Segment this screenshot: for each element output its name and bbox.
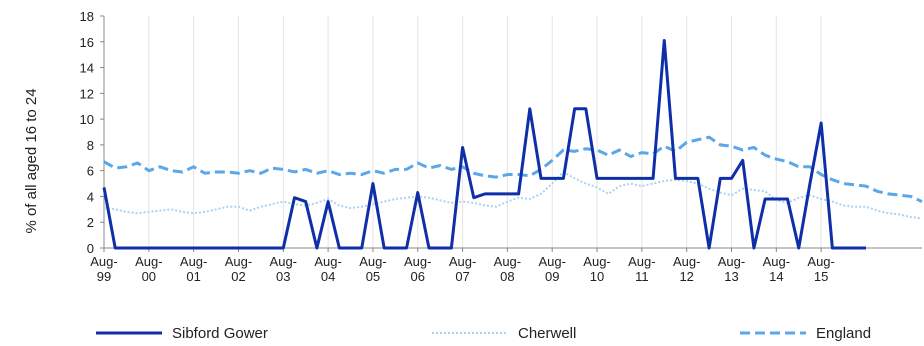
x-tick-label: Aug-06 xyxy=(404,254,431,284)
chart-axes: Aug-99 Aug-00 Aug-01 Aug-02 Aug-03 Aug-04 Aug-… xyxy=(80,9,922,284)
x-tick-label: Aug-99 xyxy=(90,254,117,284)
x-tick-label: Aug-08 xyxy=(494,254,521,284)
x-tick-label: Aug-00 xyxy=(135,254,162,284)
x-tick-label: Aug-05 xyxy=(359,254,386,284)
x-tick-label: Aug-02 xyxy=(225,254,252,284)
y-tick-label: 16 xyxy=(80,35,94,50)
x-tick-label: Aug-04 xyxy=(314,254,341,284)
legend-label-sibford-gower: Sibford Gower xyxy=(172,325,268,342)
y-tick-label: 8 xyxy=(87,138,94,153)
y-tick-label: 0 xyxy=(87,241,94,256)
chart-legend: Sibford Gower Cherwell England xyxy=(96,325,871,342)
y-tick-label: 18 xyxy=(80,9,94,24)
y-tick-label: 6 xyxy=(87,164,94,179)
x-tick-label: Aug-01 xyxy=(180,254,207,284)
x-tick-label: Aug-12 xyxy=(673,254,700,284)
y-axis-label: % of all aged 16 to 24 xyxy=(23,88,40,233)
legend-label-england: England xyxy=(816,325,871,342)
series-line-sibford-gower xyxy=(102,38,866,250)
y-tick-label: 10 xyxy=(80,112,94,127)
x-tick-label: Aug-03 xyxy=(270,254,297,284)
x-tick-label: Aug-13 xyxy=(718,254,745,284)
y-tick-label: 4 xyxy=(87,189,94,204)
y-tick-label: 14 xyxy=(80,61,94,76)
y-tick-label: 2 xyxy=(87,215,94,230)
x-tick-label: Aug-14 xyxy=(763,254,790,284)
x-tick-label: Aug-07 xyxy=(449,254,476,284)
x-tick-label: Aug-15 xyxy=(807,254,834,284)
x-tick-label: Aug-11 xyxy=(628,254,655,284)
y-tick-label: 12 xyxy=(80,86,94,101)
series-line-england xyxy=(103,135,923,203)
legend-label-cherwell: Cherwell xyxy=(518,325,576,342)
x-tick-label: Aug-09 xyxy=(538,254,565,284)
chart-series xyxy=(102,38,923,250)
x-tick-label: Aug-10 xyxy=(583,254,610,284)
